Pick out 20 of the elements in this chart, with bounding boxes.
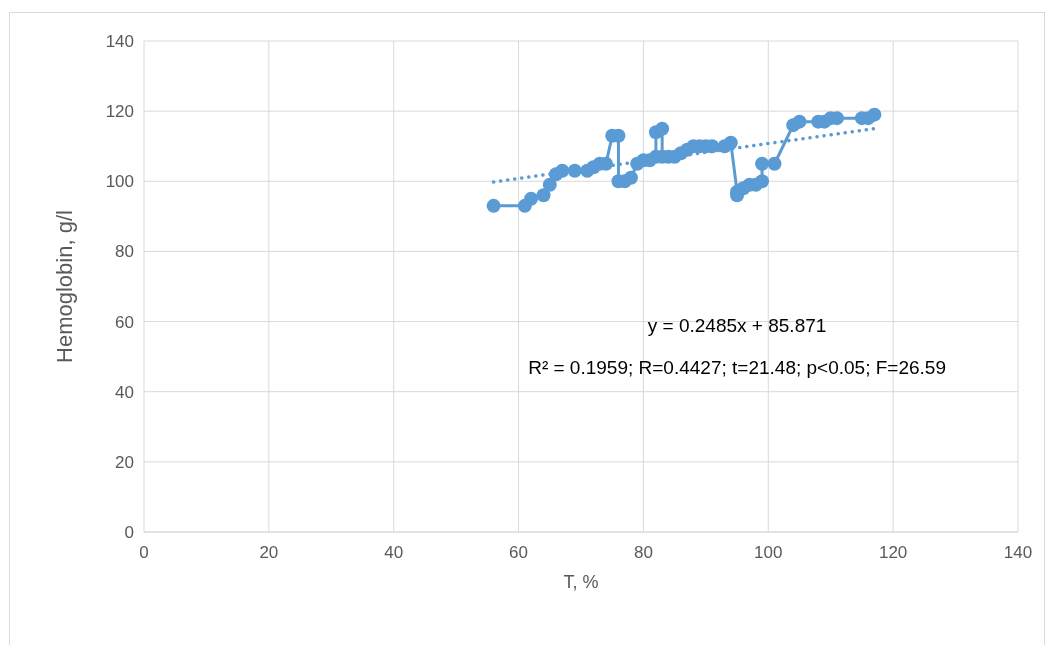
y-axis-title: Hemoglobin, g/l xyxy=(52,210,77,363)
x-axis-title: T, % xyxy=(563,572,599,592)
x-tick-label: 100 xyxy=(754,543,783,562)
annotation: R² = 0.1959; R=0.4427; t=21.48; p<0.05; F=26.59 xyxy=(528,357,946,379)
y-tick-label: 20 xyxy=(115,452,134,472)
y-tick-label: 100 xyxy=(105,172,134,192)
y-tick-label: 60 xyxy=(115,312,134,332)
x-tick-label: 140 xyxy=(1003,543,1033,562)
y-tick-label: 0 xyxy=(124,522,134,542)
x-tick-label: 60 xyxy=(509,543,529,562)
x-tick-label: 40 xyxy=(384,543,404,562)
x-tick-label: 20 xyxy=(259,543,279,562)
x-tick-label: 0 xyxy=(139,543,149,562)
x-tick-label: 120 xyxy=(878,543,908,562)
x-tick-label: 80 xyxy=(633,543,653,562)
annotation: y = 0.2485x + 85.871 xyxy=(647,315,827,337)
y-tick-label: 120 xyxy=(105,102,134,122)
y-tick-label: 40 xyxy=(115,382,134,402)
y-tick-label: 80 xyxy=(115,242,134,262)
y-tick-label: 140 xyxy=(105,31,134,51)
